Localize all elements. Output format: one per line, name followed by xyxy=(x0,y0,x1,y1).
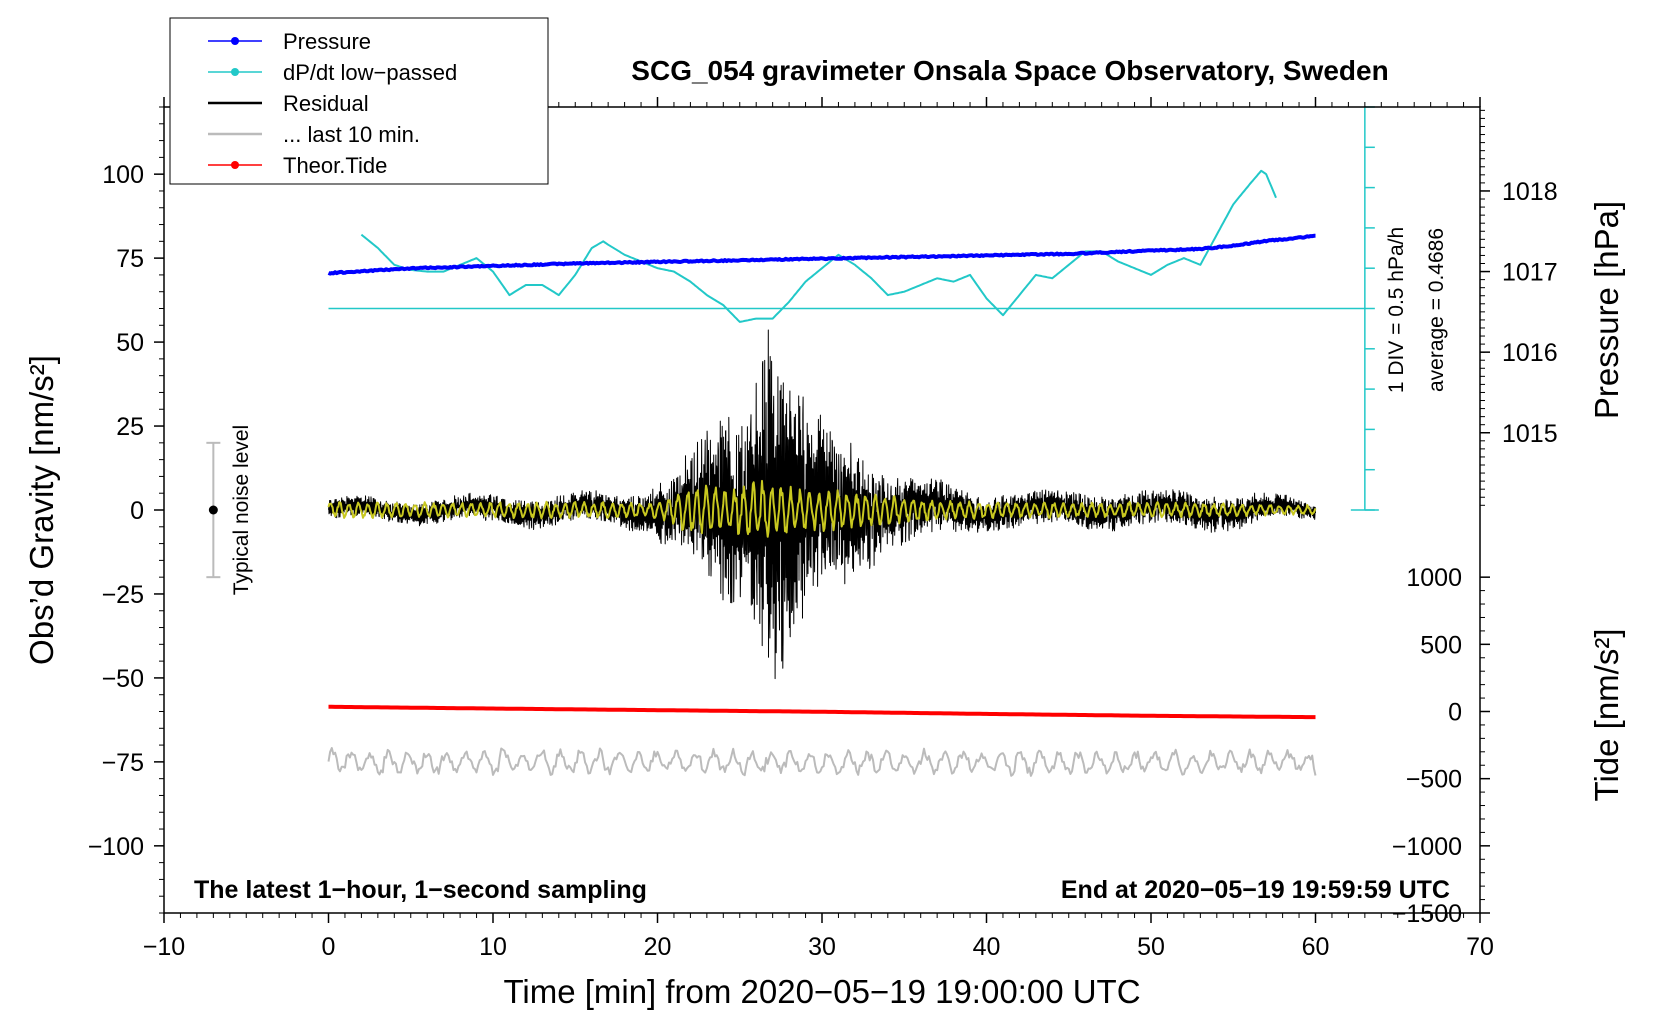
legend-marker xyxy=(231,68,239,76)
noise-level-label: Typical noise level xyxy=(230,425,253,595)
residual-line xyxy=(328,329,1316,680)
tide-tick-label: −500 xyxy=(1406,766,1462,794)
pressure-tick-label: 1015 xyxy=(1502,420,1558,448)
y-tick-label-left: 100 xyxy=(102,161,144,189)
y-tick-label-left: 75 xyxy=(116,245,144,273)
legend-label: dP/dt low−passed xyxy=(283,60,457,85)
legend-label: ... last 10 min. xyxy=(283,122,420,147)
residual-lowpass-line xyxy=(327,479,1317,538)
x-tick-label: 0 xyxy=(322,933,336,961)
noise-bar-dot xyxy=(208,505,218,515)
x-tick-label: 20 xyxy=(644,933,672,961)
legend-entries: Pressure dP/dt low−passed Residual ... last… xyxy=(208,29,457,178)
dpdt-line xyxy=(360,169,1277,323)
legend-marker xyxy=(231,161,239,169)
x-tick-label: 50 xyxy=(1137,933,1165,961)
legend-box xyxy=(169,17,549,185)
legend: Pressure dP/dt low−passed Residual ... last… xyxy=(169,17,549,185)
tide-tick-label: −1500 xyxy=(1392,900,1462,928)
pressure-tick-label: 1018 xyxy=(1502,178,1558,206)
plot-axes: −10 0 10 20 30 40 50 60 701007550250−25−50−75−10… xyxy=(88,97,1558,961)
tide-line xyxy=(328,704,1316,720)
scale-div-label: 1 DIV = 0.5 hPa/h xyxy=(1385,227,1408,393)
x-tick-label: 40 xyxy=(973,933,1001,961)
x-axis-label: Time [min] from 2020−05−19 19:00:00 UTC xyxy=(503,973,1140,1010)
y-tick-label-left: 25 xyxy=(116,413,144,441)
last-10min-line xyxy=(327,747,1317,777)
y-tick-label-left: −75 xyxy=(102,749,144,777)
tide-tick-label: −1000 xyxy=(1392,833,1462,861)
tide-tick-label: 1000 xyxy=(1406,564,1462,592)
pressure-tick-label: 1017 xyxy=(1502,259,1558,287)
chart-title: SCG_054 gravimeter Onsala Space Observat… xyxy=(631,55,1388,86)
legend-marker xyxy=(231,37,239,45)
y-tick-label-left: −100 xyxy=(88,833,144,861)
tide-tick-label: 0 xyxy=(1448,699,1462,727)
footer-left-label: The latest 1−hour, 1−second sampling xyxy=(194,876,647,904)
y-tick-label-left: −50 xyxy=(102,665,144,693)
y-tick-label-left: 50 xyxy=(116,329,144,357)
pressure-tick-label: 1016 xyxy=(1502,339,1558,367)
tide-tick-label: 500 xyxy=(1420,631,1462,659)
y-tick-label-left: 0 xyxy=(130,497,144,525)
x-tick-label: 60 xyxy=(1302,933,1330,961)
legend-label: Residual xyxy=(283,91,369,116)
legend-label: Theor.Tide xyxy=(283,153,387,178)
x-tick-label: 10 xyxy=(479,933,507,961)
x-tick-label: −10 xyxy=(143,933,185,961)
x-tick-label: 70 xyxy=(1466,933,1494,961)
y-axis-label-tide: Tide [nm/s²] xyxy=(1588,629,1625,802)
legend-label: Pressure xyxy=(283,29,371,54)
scale-average-label: average = 0.4686 xyxy=(1425,228,1448,392)
y-tick-label-left: −25 xyxy=(102,581,144,609)
y-axis-label-pressure: Pressure [hPa] xyxy=(1588,201,1625,419)
y-axis-label-left: Obs’d Gravity [nm/s²] xyxy=(23,355,60,665)
x-tick-label: 30 xyxy=(808,933,836,961)
plot-frame xyxy=(163,106,1481,914)
footer-right-label: End at 2020−05−19 19:59:59 UTC xyxy=(1061,876,1450,904)
plot-series xyxy=(206,106,1379,777)
pressure-line xyxy=(327,233,1316,276)
